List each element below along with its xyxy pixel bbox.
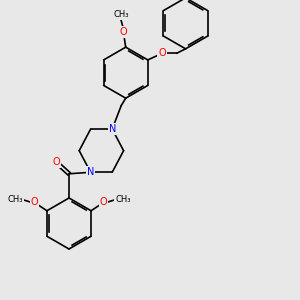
Text: O: O xyxy=(31,197,38,207)
Text: O: O xyxy=(119,27,127,37)
Text: N: N xyxy=(87,167,94,177)
Text: O: O xyxy=(100,197,107,207)
Text: O: O xyxy=(158,48,166,58)
Text: O: O xyxy=(52,158,60,167)
Text: CH₃: CH₃ xyxy=(115,195,130,204)
Text: CH₃: CH₃ xyxy=(113,10,129,19)
Text: CH₃: CH₃ xyxy=(8,195,23,204)
Text: N: N xyxy=(109,124,116,134)
